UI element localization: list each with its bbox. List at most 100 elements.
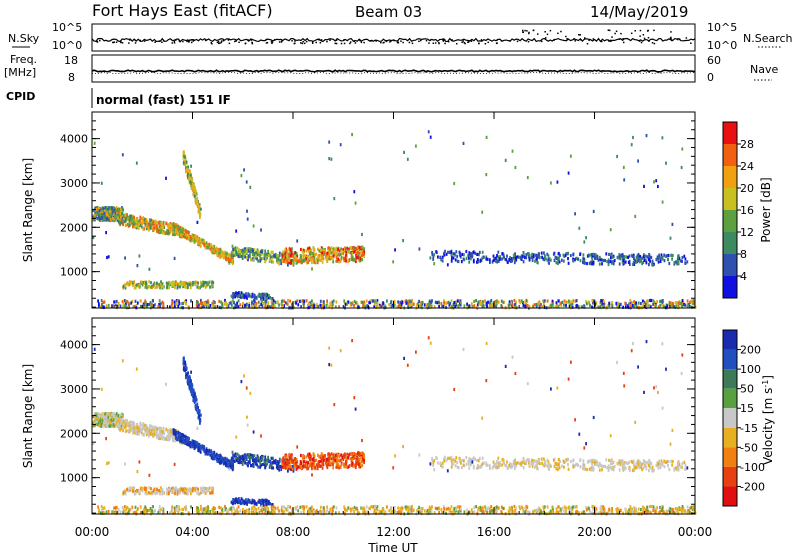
power-cell bbox=[437, 255, 439, 259]
power-cell bbox=[345, 254, 347, 258]
velocity-cell bbox=[361, 451, 364, 455]
power-cell bbox=[138, 254, 141, 258]
power-cell bbox=[569, 300, 572, 304]
power-cell bbox=[303, 299, 306, 303]
power-cell bbox=[110, 212, 113, 216]
power-cell bbox=[275, 255, 278, 259]
power-cell bbox=[148, 280, 151, 284]
velocity-cell bbox=[220, 461, 222, 465]
power-cell bbox=[452, 256, 455, 260]
power-cell bbox=[147, 226, 150, 230]
power-cell bbox=[234, 253, 236, 257]
nave-label: Nave bbox=[750, 63, 778, 76]
nsearch-point bbox=[462, 40, 464, 42]
power-cell bbox=[589, 253, 592, 257]
power-cell bbox=[135, 284, 138, 288]
power-cell bbox=[135, 304, 138, 308]
power-colorbar-segment bbox=[723, 166, 737, 188]
power-cell bbox=[146, 220, 149, 224]
power-cell bbox=[677, 262, 680, 266]
velocity-cell bbox=[247, 453, 250, 457]
velocity-cell bbox=[156, 427, 158, 431]
power-colorbar-label: Power [dB] bbox=[759, 177, 773, 242]
power-cell bbox=[194, 234, 197, 238]
power-cell bbox=[230, 251, 233, 255]
power-cell bbox=[326, 251, 329, 255]
velocity-cell bbox=[239, 458, 241, 463]
power-cell bbox=[188, 171, 191, 175]
velocity-cell bbox=[225, 463, 227, 467]
power-cell bbox=[104, 216, 107, 220]
power-cell bbox=[158, 229, 160, 233]
power-cell bbox=[134, 219, 136, 223]
power-cell bbox=[291, 253, 293, 257]
nsearch-point bbox=[113, 41, 115, 43]
power-cell bbox=[232, 295, 235, 299]
power-cell bbox=[675, 304, 677, 308]
nsearch-point bbox=[305, 40, 308, 43]
power-cell bbox=[458, 252, 461, 256]
power-cell bbox=[572, 299, 575, 303]
velocity-cell bbox=[185, 366, 188, 370]
power-cell bbox=[291, 247, 293, 251]
power-cell bbox=[189, 183, 192, 187]
power-cell bbox=[230, 303, 233, 307]
power-cell bbox=[194, 189, 197, 193]
nsearch-point bbox=[371, 39, 373, 42]
power-cell bbox=[631, 262, 634, 267]
nsearch-point bbox=[278, 41, 281, 43]
power-cell bbox=[432, 257, 435, 261]
velocity-cell bbox=[212, 451, 215, 455]
power-cell bbox=[481, 210, 484, 214]
power-cell bbox=[283, 255, 285, 259]
power-cell bbox=[281, 299, 284, 303]
power-cell bbox=[210, 285, 212, 289]
power-cell bbox=[184, 285, 186, 289]
power-cell bbox=[362, 303, 365, 307]
power-cell bbox=[311, 299, 313, 303]
power-cell bbox=[394, 248, 396, 252]
power-cell bbox=[340, 247, 342, 251]
power-cell bbox=[244, 247, 247, 251]
power-cell bbox=[246, 209, 248, 213]
power-cell bbox=[195, 235, 198, 239]
power-cell bbox=[632, 135, 634, 140]
velocity-cell bbox=[296, 460, 299, 464]
power-cell bbox=[357, 256, 360, 261]
power-cell bbox=[354, 250, 356, 254]
power-cell bbox=[693, 302, 696, 306]
power-cell bbox=[287, 298, 289, 303]
power-cell bbox=[336, 252, 338, 256]
velocity-cell bbox=[160, 427, 163, 431]
power-cell bbox=[532, 255, 535, 259]
power-cell bbox=[264, 260, 266, 264]
power-cell bbox=[428, 302, 430, 306]
velocity-cell bbox=[264, 460, 266, 465]
velocity-cell bbox=[203, 449, 206, 453]
velocity-cell bbox=[284, 457, 287, 461]
velocity-cell bbox=[292, 469, 295, 473]
velocity-cell bbox=[106, 417, 108, 421]
power-cell bbox=[506, 260, 509, 264]
power-cell bbox=[165, 222, 168, 226]
power-cell bbox=[220, 255, 222, 259]
power-cell bbox=[648, 253, 650, 257]
power-cell bbox=[361, 300, 364, 304]
power-cell bbox=[190, 237, 193, 241]
power-cell bbox=[470, 252, 473, 256]
power-cell bbox=[485, 255, 488, 259]
power-cell bbox=[183, 155, 186, 159]
power-cell bbox=[287, 253, 290, 257]
power-cell bbox=[264, 305, 267, 309]
power-cell bbox=[247, 247, 250, 251]
power-cell bbox=[450, 252, 453, 256]
power-cell bbox=[264, 249, 267, 253]
power-cell bbox=[433, 262, 436, 266]
velocity-cell bbox=[135, 432, 138, 436]
velocity-cell bbox=[153, 434, 156, 438]
velocity-cell bbox=[237, 460, 240, 464]
power-cell bbox=[278, 259, 280, 263]
power-cell bbox=[677, 255, 680, 259]
power-cell bbox=[317, 255, 320, 259]
nsearch-point bbox=[244, 42, 247, 45]
